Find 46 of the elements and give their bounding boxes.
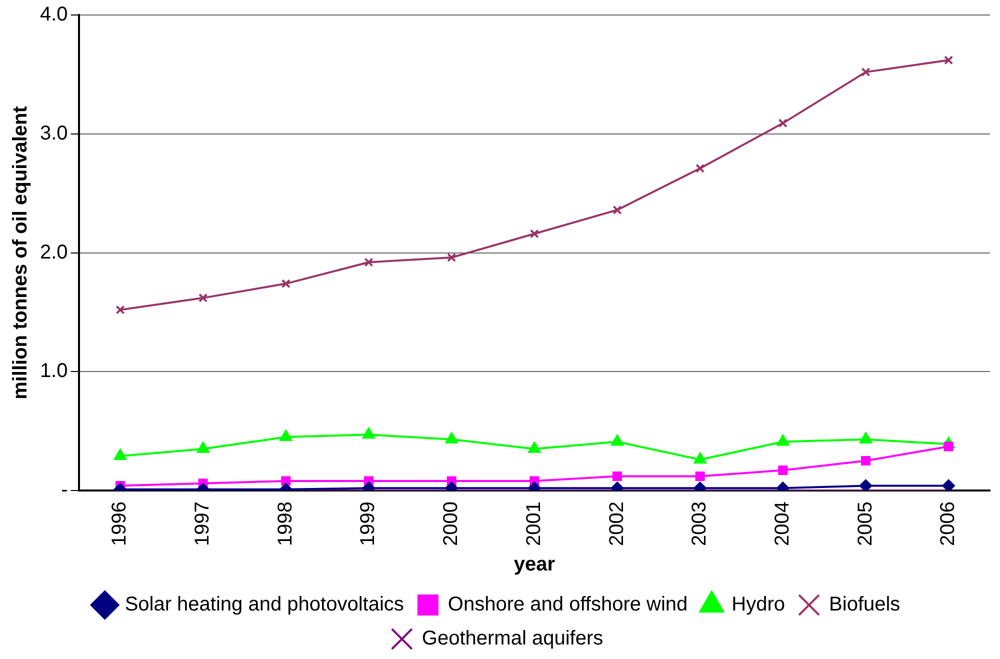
point (447, 252, 456, 262)
point (530, 229, 539, 238)
point (114, 448, 127, 460)
point (944, 56, 954, 65)
x-tick-label: 1997 (192, 502, 214, 546)
y-tick-label: 2.0 (40, 241, 68, 264)
point (859, 479, 872, 491)
x-tick-label: 2003 (688, 502, 711, 546)
point (198, 293, 208, 302)
x-tick-label: 2001 (522, 502, 545, 546)
point (196, 441, 210, 453)
legend-label: Geothermal aquifers (422, 628, 604, 650)
legend-label: Hydro (732, 594, 786, 616)
point (612, 205, 622, 214)
point (776, 434, 790, 446)
point (696, 164, 705, 173)
x-tick-label: 1999 (357, 502, 380, 546)
x-tick-label: 2004 (771, 502, 794, 546)
point (528, 441, 541, 453)
x-tick-label: 1996 (108, 502, 131, 546)
y-tick-label: 3.0 (40, 122, 68, 144)
x-tick-label: 2002 (606, 502, 628, 546)
point (859, 432, 872, 444)
point (694, 452, 707, 464)
y-axis-title: million tonnes of oil equivalent (10, 106, 32, 400)
y-tick-label: 4.0 (40, 4, 68, 26)
x-tick-label: 1998 (274, 502, 296, 546)
point (279, 430, 292, 442)
legend-label: Onshore and offshore wind (448, 594, 688, 616)
x-axis-title: year (514, 554, 556, 576)
legend-label: Solar heating and photovoltaics (124, 594, 404, 616)
y-tick-label: 1.0 (40, 360, 68, 382)
x-tick-label: 2000 (440, 502, 462, 546)
legend-label: Biofuels (829, 594, 900, 616)
point (445, 432, 458, 444)
point (942, 479, 956, 491)
x-tick-label: 2005 (854, 502, 876, 546)
point (281, 279, 290, 288)
point (116, 305, 125, 314)
point (364, 258, 374, 267)
point (362, 427, 376, 439)
point (861, 68, 870, 77)
x-tick-label: 2006 (937, 502, 960, 546)
point (610, 434, 624, 446)
point (778, 118, 788, 128)
y-tick-label: - (61, 479, 68, 502)
